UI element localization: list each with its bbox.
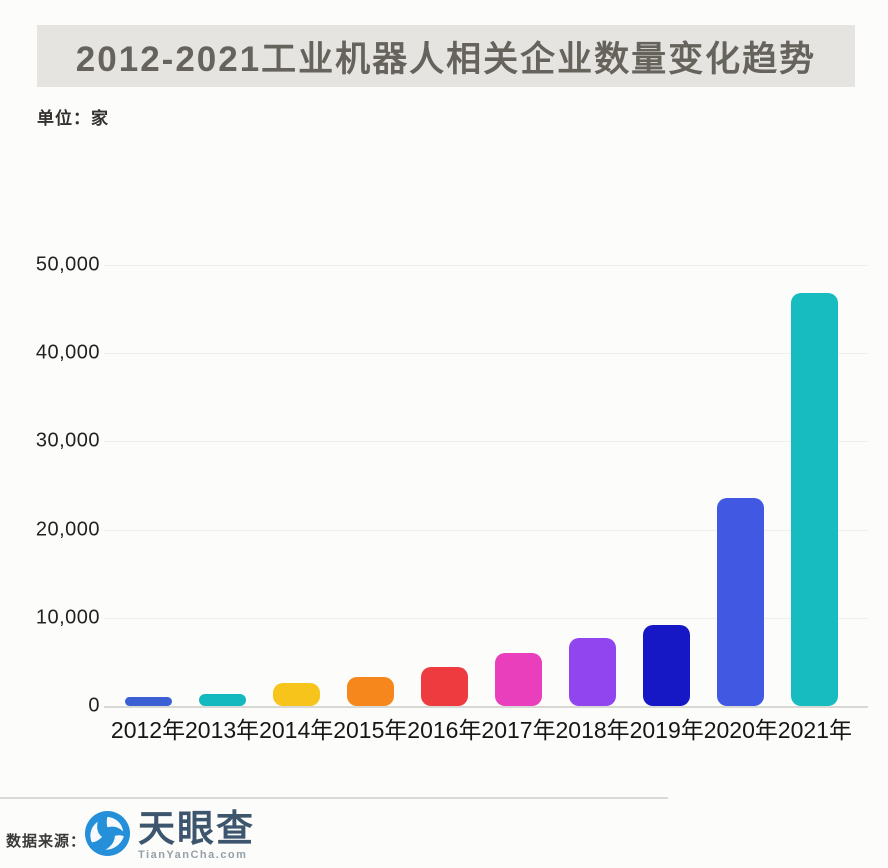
bar-2020	[717, 497, 765, 706]
logo-name: 天眼查	[138, 808, 255, 849]
bar-2012	[124, 697, 172, 706]
data-source-label: 数据来源：	[6, 833, 87, 850]
gridline-40000	[104, 353, 868, 355]
x-tick-label-2015: 2015年	[333, 717, 408, 743]
chart-title-banner: 2012-2021工业机器人相关企业数量变化趋势	[37, 25, 855, 87]
logo-domain: TianYanCha.com	[138, 849, 248, 861]
x-tick-label-2013: 2013年	[185, 717, 260, 743]
bar-2017	[495, 653, 542, 706]
chart-title: 2012-2021工业机器人相关企业数量变化趋势	[75, 39, 817, 79]
y-tick-label-50000: 50,000	[35, 253, 100, 276]
x-axis-line	[104, 706, 868, 708]
x-tick-label-2020: 2020年	[703, 717, 778, 743]
x-tick-label-2021: 2021年	[777, 717, 852, 743]
x-tick-label-2019: 2019年	[629, 717, 704, 743]
gridline-30000	[104, 441, 868, 443]
unit-label: 单位：家	[37, 109, 109, 128]
x-tick-label-2017: 2017年	[481, 717, 556, 743]
bar-2014	[272, 683, 320, 706]
x-tick-label-2016: 2016年	[407, 717, 482, 743]
bar-2018	[569, 638, 617, 706]
gridline-20000	[104, 529, 868, 531]
bar-2021	[791, 293, 839, 706]
bar-2015	[346, 676, 394, 706]
y-tick-label-20000: 20,000	[35, 518, 100, 541]
tianyancha-logo: 天眼查 TianYanCha.com	[84, 810, 255, 861]
bar-2016	[420, 667, 468, 706]
y-tick-label-40000: 40,000	[35, 341, 100, 364]
footer-divider	[0, 797, 668, 799]
gridline-10000	[104, 617, 868, 619]
y-tick-label-30000: 30,000	[35, 429, 100, 452]
tianyancha-wordmark: 天眼查 TianYanCha.com	[138, 808, 255, 862]
x-tick-label-2012: 2012年	[110, 717, 186, 743]
tianyancha-eye-icon	[84, 810, 131, 857]
bar-2019	[643, 624, 691, 706]
bar-2013	[198, 693, 246, 706]
x-tick-label-2018: 2018年	[555, 717, 630, 743]
gridline-50000	[104, 265, 868, 266]
y-tick-label-10000: 10,000	[35, 606, 100, 629]
x-tick-label-2014: 2014年	[259, 717, 334, 743]
y-tick-label-0: 0	[88, 694, 100, 717]
